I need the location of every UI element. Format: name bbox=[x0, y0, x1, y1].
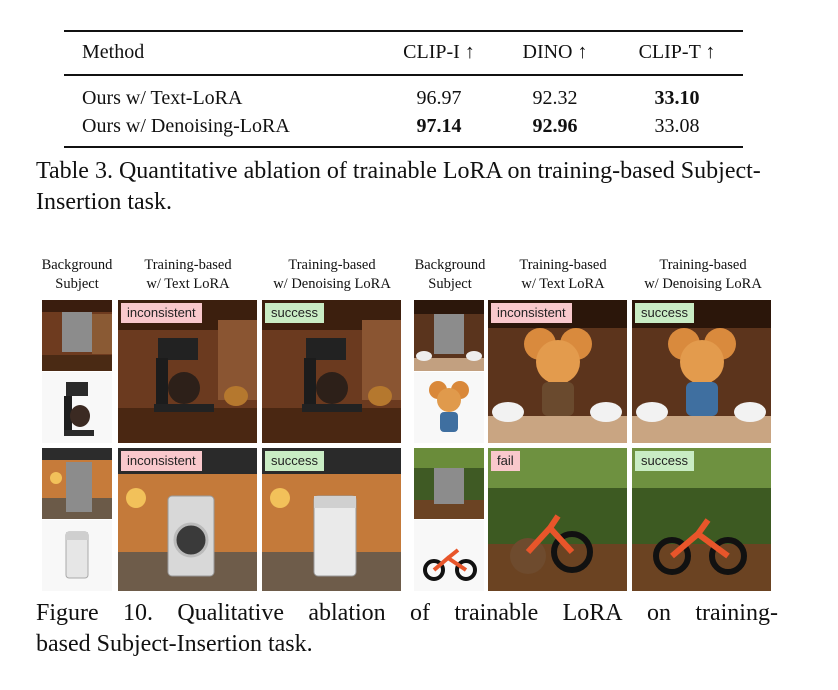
header-left-text-lora: Training-based w/ Text LoRA bbox=[144, 257, 232, 292]
washer-text-lora-tag: inconsistent bbox=[121, 451, 202, 471]
coffee-maker-subject-image bbox=[42, 372, 112, 443]
bike-denoising-lora-tag: success bbox=[635, 451, 694, 471]
bike-text-lora-result: fail bbox=[488, 448, 627, 591]
washer-subject-image bbox=[42, 520, 112, 591]
bike-text-lora-tag: fail bbox=[491, 451, 520, 471]
washer-denoising-lora-result: success bbox=[262, 448, 401, 591]
row2-clip-i: 97.14 bbox=[416, 115, 462, 137]
bike-denoising-lora-result: success bbox=[632, 448, 771, 591]
coffee-background-image bbox=[42, 300, 112, 371]
coffee-denoising-lora-tag: success bbox=[265, 303, 324, 323]
table-top-rule bbox=[64, 30, 743, 32]
mouse-denoising-lora-result: success bbox=[632, 300, 771, 443]
table-mid-rule bbox=[64, 74, 743, 76]
figure-caption-line2: based Subject-Insertion task. bbox=[36, 631, 313, 657]
header-dino: DINO ↑ bbox=[522, 41, 588, 63]
header-right-background-subject: Background Subject bbox=[414, 257, 486, 292]
row2-dino: 92.96 bbox=[532, 115, 578, 137]
row1-clip-t: 33.10 bbox=[654, 87, 700, 109]
header-clip-t: CLIP-T ↑ bbox=[638, 41, 716, 63]
coffee-denoising-lora-result: success bbox=[262, 300, 401, 443]
figure-caption: Figure 10. Qualitative ablation of train… bbox=[36, 598, 796, 660]
mouse-text-lora-result: inconsistent bbox=[488, 300, 627, 443]
mouse-background-image bbox=[414, 300, 484, 371]
mouse-text-lora-tag: inconsistent bbox=[491, 303, 572, 323]
header-left-background-subject: Background Subject bbox=[41, 257, 113, 292]
balance-bike-subject-image bbox=[414, 520, 484, 591]
mouse-denoising-lora-tag: success bbox=[635, 303, 694, 323]
row2-method: Ours w/ Denoising-LoRA bbox=[82, 115, 290, 137]
washer-text-lora-result: inconsistent bbox=[118, 448, 257, 591]
table-caption: Table 3. Quantitative ablation of traina… bbox=[36, 158, 761, 215]
bike-background-image bbox=[414, 448, 484, 519]
header-clip-i: CLIP-I ↑ bbox=[403, 41, 475, 63]
figure-caption-line1: Figure 10. Qualitative ablation of train… bbox=[36, 600, 778, 626]
header-method: Method bbox=[82, 41, 145, 63]
coffee-text-lora-result: inconsistent bbox=[118, 300, 257, 443]
row1-method: Ours w/ Text-LoRA bbox=[82, 87, 243, 109]
coffee-text-lora-tag: inconsistent bbox=[121, 303, 202, 323]
mouse-toy-subject-image bbox=[414, 372, 484, 443]
row1-dino: 92.32 bbox=[532, 87, 578, 109]
header-right-text-lora: Training-based w/ Text LoRA bbox=[519, 257, 607, 292]
header-left-denoising-lora: Training-based w/ Denoising LoRA bbox=[273, 257, 391, 292]
row2-clip-t: 33.08 bbox=[654, 115, 700, 137]
washer-background-image bbox=[42, 448, 112, 519]
header-right-denoising-lora: Training-based w/ Denoising LoRA bbox=[644, 257, 762, 292]
row1-clip-i: 96.97 bbox=[416, 87, 462, 109]
washer-denoising-lora-tag: success bbox=[265, 451, 324, 471]
table-bottom-rule bbox=[64, 146, 743, 148]
